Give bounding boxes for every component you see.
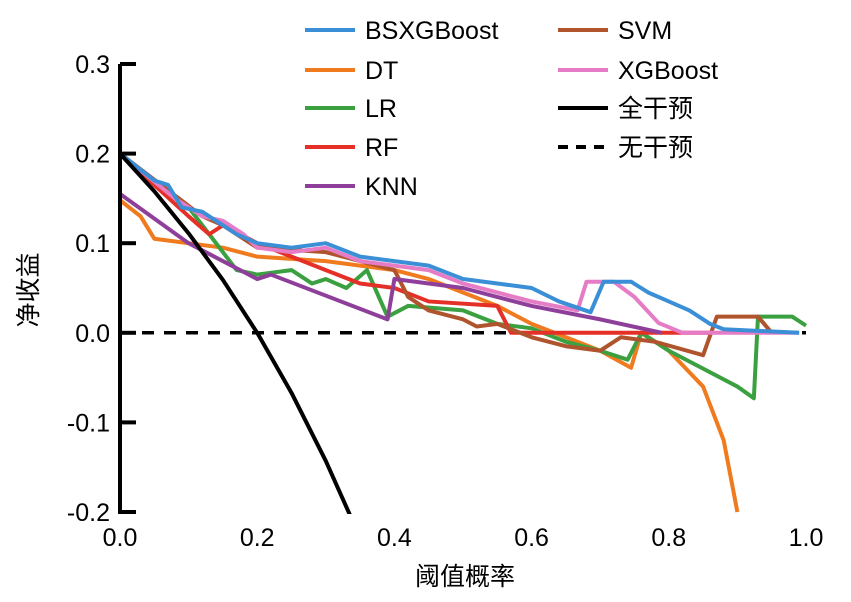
y-tick-label: 0.1 [75, 230, 110, 258]
legend-item: 全干预 [558, 95, 693, 123]
x-tick-label: 0.4 [377, 524, 412, 552]
series-line-4 [120, 192, 663, 335]
legend-label: BSXGBoost [365, 17, 498, 45]
series-line-2 [120, 152, 808, 401]
legend-label: LR [365, 95, 397, 123]
legend-label: RF [365, 134, 398, 162]
y-axis-label: 净收益 [15, 252, 43, 327]
x-tick-label: 0.2 [240, 524, 275, 552]
series-line-5 [120, 152, 774, 358]
legend-item: SVM [558, 17, 672, 45]
legend-label: DT [365, 57, 398, 85]
series-line-0 [120, 152, 800, 335]
legend-item: RF [305, 134, 398, 162]
series-line-1 [120, 198, 740, 513]
y-tick-label: 0.0 [75, 320, 110, 348]
legend-item: BSXGBoost [305, 17, 498, 45]
legend-item: 无干预 [558, 134, 693, 162]
legend-label: SVM [618, 17, 672, 45]
legend-label: 无干预 [618, 134, 693, 162]
x-tick-label: 1.0 [789, 524, 824, 552]
legend-label: KNN [365, 173, 418, 201]
x-tick-label: 0.8 [651, 524, 686, 552]
legend-item: DT [305, 57, 398, 85]
legend-label: 全干预 [618, 95, 693, 123]
series-line-3 [120, 152, 710, 335]
x-tick-label: 0.0 [103, 524, 138, 552]
legend-label: XGBoost [618, 57, 718, 85]
series-line-7 [120, 152, 352, 514]
y-tick-label: -0.2 [67, 499, 110, 527]
legend-item: XGBoost [558, 57, 718, 85]
y-tick-label: 0.2 [75, 141, 110, 169]
x-tick-label: 0.6 [514, 524, 549, 552]
series-line-6 [120, 152, 800, 335]
y-tick-label: -0.1 [67, 409, 110, 437]
y-tick-label: 0.3 [75, 51, 110, 79]
legend-item: LR [305, 95, 397, 123]
x-axis-label: 阈值概率 [415, 563, 515, 591]
legend-item: KNN [305, 173, 418, 201]
